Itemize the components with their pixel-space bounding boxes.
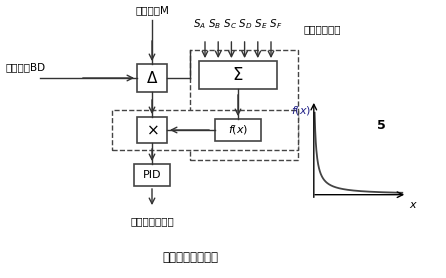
Text: 增益调整回路: 增益调整回路 [304, 24, 342, 34]
Bar [137, 117, 167, 143]
Bar [199, 61, 277, 89]
Text: 给煤机给煤指令: 给煤机给煤指令 [130, 216, 174, 226]
Text: 5: 5 [377, 119, 386, 132]
Text: 总燃料量M: 总燃料量M [135, 5, 169, 15]
Bar [134, 164, 170, 186]
Bar [112, 110, 298, 150]
Text: $f(x)$: $f(x)$ [228, 123, 248, 136]
Bar [190, 50, 298, 160]
Text: $\Delta$: $\Delta$ [146, 70, 158, 86]
Text: $S_A\ S_B\ S_C\ S_D\ S_E\ S_F$: $S_A\ S_B\ S_C\ S_D\ S_E\ S_F$ [194, 17, 283, 31]
Text: $f(x)$: $f(x)$ [291, 104, 311, 117]
Text: $\times$: $\times$ [146, 123, 158, 137]
Text: $\Sigma$: $\Sigma$ [232, 66, 244, 83]
Text: $x$: $x$ [409, 200, 417, 210]
Text: PID: PID [143, 170, 161, 180]
Bar [215, 119, 261, 141]
Text: 增益自动调整回路: 增益自动调整回路 [162, 251, 218, 264]
Bar [137, 64, 167, 92]
Text: 锅炉指令BD: 锅炉指令BD [5, 62, 45, 72]
